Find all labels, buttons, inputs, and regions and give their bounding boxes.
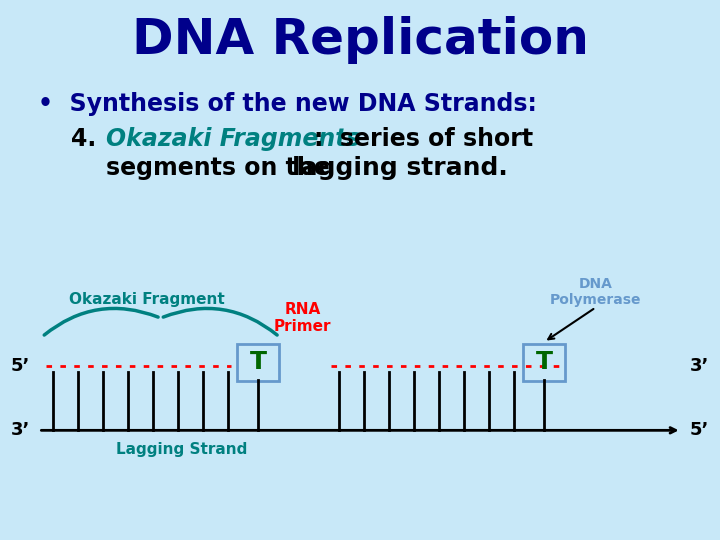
Text: 4.: 4. <box>71 127 112 151</box>
Text: 3’: 3’ <box>690 357 709 375</box>
Text: Okazaki Fragments: Okazaki Fragments <box>107 127 361 151</box>
Text: T: T <box>536 350 552 374</box>
Text: Lagging Strand: Lagging Strand <box>116 442 247 456</box>
Text: RNA
Primer: RNA Primer <box>274 302 332 334</box>
Text: •  Synthesis of the new DNA Strands:: • Synthesis of the new DNA Strands: <box>38 92 537 116</box>
Text: lagging strand.: lagging strand. <box>292 157 508 180</box>
Text: segments on the: segments on the <box>107 157 338 180</box>
Text: DNA Replication: DNA Replication <box>132 16 588 64</box>
FancyBboxPatch shape <box>523 344 565 381</box>
Text: DNA
Polymerase: DNA Polymerase <box>550 277 642 307</box>
Text: 5’: 5’ <box>690 421 709 440</box>
Text: 3’: 3’ <box>11 421 30 440</box>
Text: 5’: 5’ <box>11 357 30 375</box>
FancyBboxPatch shape <box>237 344 279 381</box>
Text: :  series of short: : series of short <box>314 127 533 151</box>
Text: T: T <box>250 350 266 374</box>
Text: Okazaki Fragment: Okazaki Fragment <box>68 293 224 307</box>
